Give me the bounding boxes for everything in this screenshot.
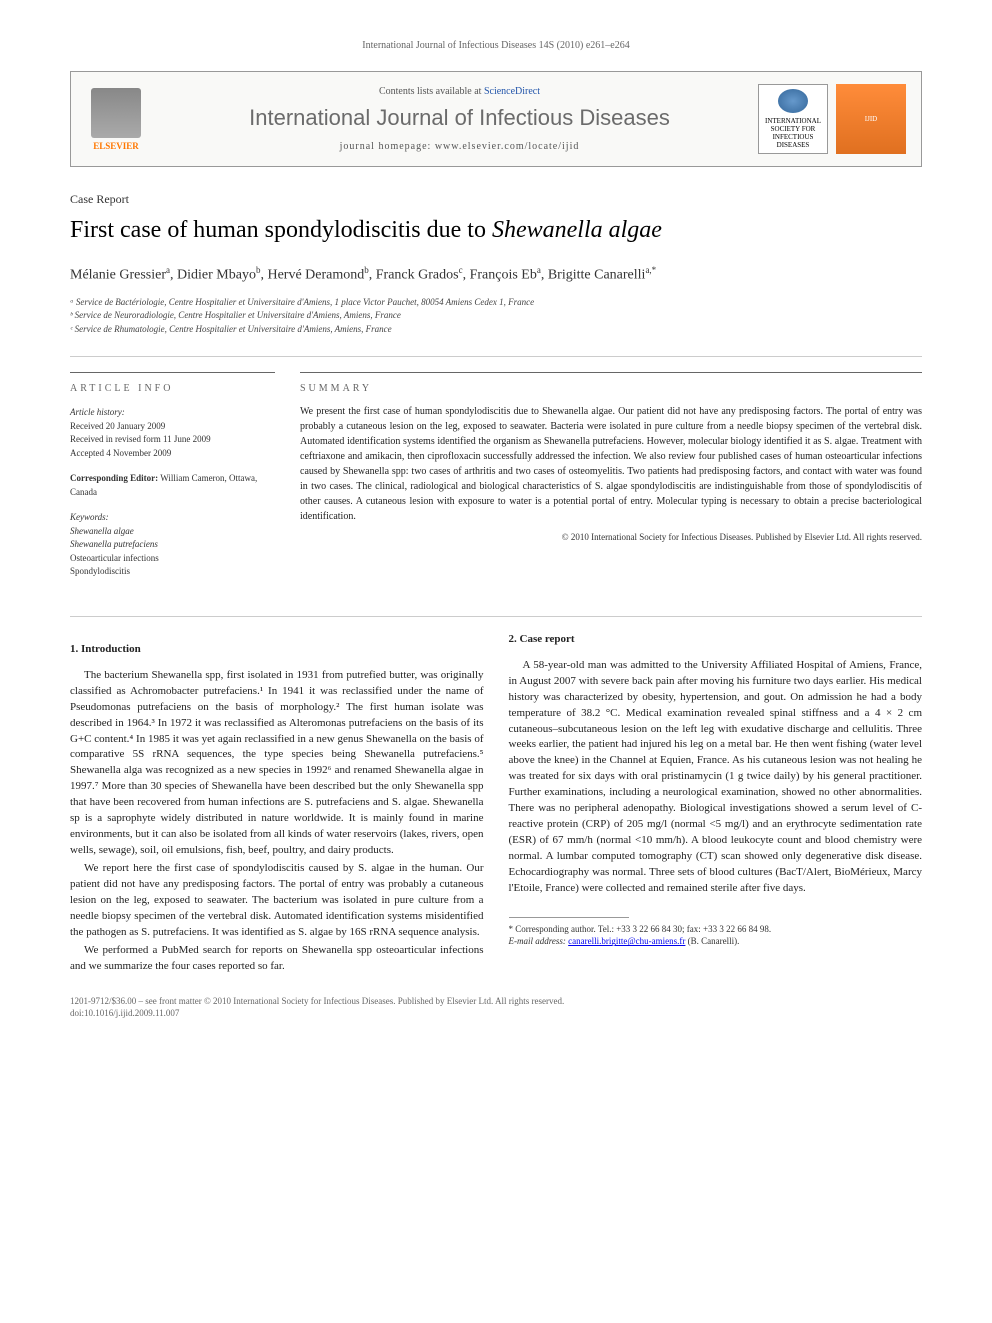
keyword-4: Spondylodiscitis bbox=[70, 565, 275, 579]
summary-text: We present the first case of human spond… bbox=[300, 404, 922, 524]
authors-list: Mélanie Gressiera, Didier Mbayob, Hervé … bbox=[70, 264, 922, 286]
email-link[interactable]: canarelli.brigitte@chu-amiens.fr bbox=[568, 936, 685, 946]
keywords-block: Keywords: Shewanella algae Shewanella pu… bbox=[70, 511, 275, 579]
summary-panel: SUMMARY We present the first case of hum… bbox=[300, 372, 922, 591]
elsevier-label: ELSEVIER bbox=[93, 141, 139, 151]
contents-available-line: Contents lists available at ScienceDirec… bbox=[161, 86, 758, 97]
revised-date: Received in revised form 11 June 2009 bbox=[70, 433, 275, 447]
keyword-1: Shewanella algae bbox=[70, 525, 275, 539]
running-header: International Journal of Infectious Dise… bbox=[70, 40, 922, 51]
elsevier-tree-icon bbox=[91, 88, 141, 138]
article-info-panel: ARTICLE INFO Article history: Received 2… bbox=[70, 372, 275, 591]
keyword-2: Shewanella putrefaciens bbox=[70, 538, 275, 552]
footer: 1201-9712/$36.00 – see front matter © 20… bbox=[70, 995, 922, 1020]
article-history-block: Article history: Received 20 January 200… bbox=[70, 406, 275, 460]
corresponding-author-note: * Corresponding author. Tel.: +33 3 22 6… bbox=[509, 923, 923, 936]
keyword-3: Osteoarticular infections bbox=[70, 552, 275, 566]
footnotes: * Corresponding author. Tel.: +33 3 22 6… bbox=[509, 923, 923, 948]
title-species: Shewanella algae bbox=[492, 217, 662, 243]
footer-doi: doi:10.1016/j.ijid.2009.11.007 bbox=[70, 1007, 922, 1020]
affiliation-a: ᵃ Service de Bactériologie, Centre Hospi… bbox=[70, 296, 922, 310]
introduction-heading: 1. Introduction bbox=[70, 642, 484, 658]
cover-label: IJID bbox=[865, 115, 877, 123]
summary-heading: SUMMARY bbox=[300, 383, 922, 394]
footer-copyright: 1201-9712/$36.00 – see front matter © 20… bbox=[70, 995, 922, 1008]
section-divider bbox=[70, 356, 922, 357]
email-label: E-mail address: bbox=[509, 936, 566, 946]
info-summary-row: ARTICLE INFO Article history: Received 2… bbox=[70, 372, 922, 591]
intro-paragraph-2: We report here the first case of spondyl… bbox=[70, 861, 484, 941]
society-badge: INTERNATIONAL SOCIETY FOR INFECTIOUS DIS… bbox=[758, 84, 828, 154]
accepted-date: Accepted 4 November 2009 bbox=[70, 447, 275, 461]
email-line: E-mail address: canarelli.brigitte@chu-a… bbox=[509, 935, 923, 948]
article-type: Case Report bbox=[70, 192, 922, 207]
journal-header-box: ELSEVIER Contents lists available at Sci… bbox=[70, 71, 922, 167]
header-badges: INTERNATIONAL SOCIETY FOR INFECTIOUS DIS… bbox=[758, 84, 906, 154]
article-title: First case of human spondylodiscitis due… bbox=[70, 215, 922, 246]
society-label: INTERNATIONAL SOCIETY FOR INFECTIOUS DIS… bbox=[763, 117, 823, 149]
affiliations: ᵃ Service de Bactériologie, Centre Hospi… bbox=[70, 296, 922, 337]
summary-copyright: © 2010 International Society for Infecti… bbox=[300, 532, 922, 542]
article-info-heading: ARTICLE INFO bbox=[70, 383, 275, 394]
contents-prefix: Contents lists available at bbox=[379, 86, 484, 97]
journal-cover-badge: IJID bbox=[836, 84, 906, 154]
elsevier-logo: ELSEVIER bbox=[86, 84, 146, 154]
case-report-heading: 2. Case report bbox=[509, 632, 923, 648]
keywords-label: Keywords: bbox=[70, 511, 275, 525]
email-suffix: (B. Canarelli). bbox=[688, 936, 740, 946]
globe-icon bbox=[778, 89, 808, 113]
intro-paragraph-3: We performed a PubMed search for reports… bbox=[70, 943, 484, 975]
corresponding-editor-block: Corresponding Editor: William Cameron, O… bbox=[70, 472, 275, 499]
body-text-columns: 1. Introduction The bacterium Shewanella… bbox=[70, 632, 922, 975]
editor-label: Corresponding Editor: bbox=[70, 473, 158, 483]
journal-title: International Journal of Infectious Dise… bbox=[161, 105, 758, 131]
intro-paragraph-1: The bacterium Shewanella spp, first isol… bbox=[70, 668, 484, 859]
received-date: Received 20 January 2009 bbox=[70, 420, 275, 434]
journal-homepage: journal homepage: www.elsevier.com/locat… bbox=[161, 141, 758, 152]
history-label: Article history: bbox=[70, 406, 275, 420]
title-prefix: First case of human spondylodiscitis due… bbox=[70, 217, 492, 243]
body-divider bbox=[70, 616, 922, 617]
sciencedirect-link[interactable]: ScienceDirect bbox=[484, 86, 540, 97]
header-center: Contents lists available at ScienceDirec… bbox=[161, 86, 758, 152]
case-paragraph-1: A 58-year-old man was admitted to the Un… bbox=[509, 658, 923, 897]
affiliation-c: ᶜ Service de Rhumatologie, Centre Hospit… bbox=[70, 323, 922, 337]
affiliation-b: ᵇ Service de Neuroradiologie, Centre Hos… bbox=[70, 309, 922, 323]
footnote-separator bbox=[509, 917, 629, 918]
